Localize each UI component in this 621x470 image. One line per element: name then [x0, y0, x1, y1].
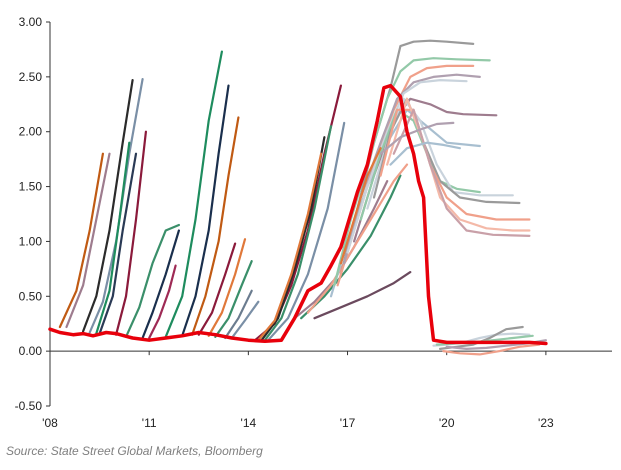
series-line-9: [141, 229, 180, 340]
series-line-5: [95, 141, 131, 335]
series-line-4: [58, 152, 104, 329]
series-line-13: [191, 116, 240, 336]
series-line-41: [379, 121, 455, 155]
highlight-series-line: [48, 83, 548, 346]
series-line-35: [359, 108, 481, 221]
y-tick-label: 2.50: [19, 70, 43, 84]
y-tick-label: 1.00: [19, 234, 43, 248]
series-line-30: [333, 57, 491, 287]
series-line-14: [197, 242, 237, 336]
y-tick-label: 0.50: [19, 289, 43, 303]
series-line-33: [346, 79, 468, 254]
series-line-10: [148, 264, 177, 340]
y-tick-label: 1.50: [19, 180, 43, 194]
x-tick-label: '14: [241, 416, 257, 430]
y-tick-label: -0.50: [15, 399, 43, 413]
x-tick-label: '23: [538, 416, 554, 430]
series-line-43: [339, 147, 382, 265]
series-line-7: [115, 130, 147, 336]
series-line-16: [214, 260, 253, 338]
highlight-layer: [48, 83, 548, 346]
series-line-42: [389, 141, 461, 166]
y-tick-label: 2.00: [19, 125, 43, 139]
series-line-12: [181, 84, 230, 337]
series-line-18: [230, 300, 260, 340]
series-line-39: [386, 97, 531, 232]
x-axis: '08 '11 '14 '17 '20 '23: [42, 350, 612, 430]
x-tick-label: '11: [142, 416, 157, 430]
source-note: Source: State Street Global Markets, Blo…: [6, 444, 263, 458]
series-line-47: [442, 343, 541, 356]
series-line-26: [306, 163, 409, 314]
series-line-17: [224, 289, 253, 340]
series-line-15: [207, 238, 247, 337]
series-line-21: [260, 136, 326, 342]
series-line-8: [124, 223, 180, 338]
x-tick-label: '08: [42, 416, 58, 430]
x-tick-label: '20: [439, 416, 455, 430]
series-line-22: [257, 152, 323, 342]
series-line-25: [300, 174, 402, 320]
y-axis: 3.00 2.50 2.00 1.50 1.00 0.50 0.00 -0.50: [15, 15, 51, 413]
x-tick-label: '17: [340, 416, 356, 430]
series-line-38: [379, 108, 531, 221]
y-tick-label: 0.00: [19, 344, 43, 358]
series-layer: [58, 39, 547, 356]
series-line-40: [392, 108, 531, 237]
series-line-19: [253, 84, 342, 342]
series-line-11: [164, 50, 223, 338]
series-line-1: [82, 79, 134, 333]
line-chart: 3.00 2.50 2.00 1.50 1.00 0.50 0.00 -0.50 '08 '11…: [15, 15, 612, 430]
series-line-23: [267, 121, 346, 342]
series-line-6: [98, 152, 138, 335]
y-tick-label: 3.00: [19, 15, 43, 29]
series-line-27: [313, 271, 412, 320]
series-line-20: [263, 125, 333, 342]
series-line-3: [65, 152, 111, 329]
